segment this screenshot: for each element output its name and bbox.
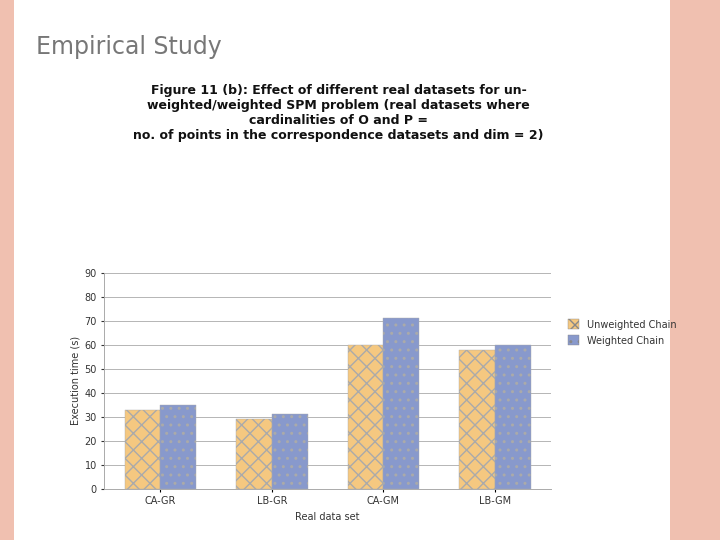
Bar bbox=[383, 318, 419, 489]
Bar bbox=[125, 409, 161, 489]
Bar bbox=[272, 414, 307, 489]
X-axis label: Real data set: Real data set bbox=[295, 512, 360, 522]
Bar bbox=[495, 345, 531, 489]
Bar bbox=[670, 0, 720, 540]
Bar bbox=[236, 419, 272, 489]
Bar bbox=[0, 0, 14, 540]
Y-axis label: Execution time (s): Execution time (s) bbox=[71, 336, 80, 426]
Text: Figure 11 (b): Effect of different real datasets for un-
weighted/weighted SPM p: Figure 11 (b): Effect of different real … bbox=[133, 84, 544, 141]
Bar bbox=[348, 345, 383, 489]
Bar bbox=[161, 404, 196, 489]
Bar bbox=[459, 349, 495, 489]
Legend: Unweighted Chain, Weighted Chain: Unweighted Chain, Weighted Chain bbox=[564, 316, 680, 349]
Text: Empirical Study: Empirical Study bbox=[36, 35, 222, 59]
